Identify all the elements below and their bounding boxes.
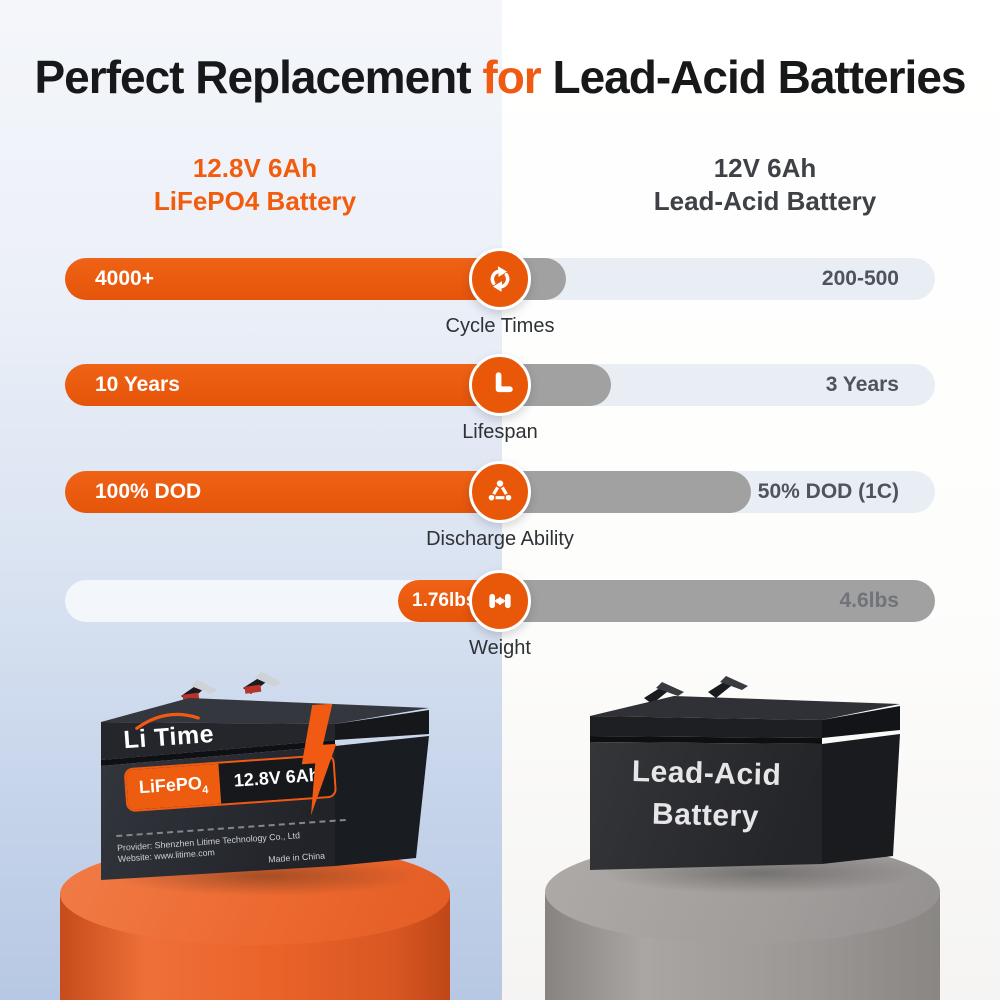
- lifespan-icon-badge: [469, 354, 531, 416]
- title-part1: Perfect Replacement: [34, 51, 483, 103]
- title-highlight: for: [482, 51, 541, 103]
- lifepo4-bar: 10 Years: [65, 364, 515, 406]
- litime-logo: Li Time: [123, 720, 215, 755]
- row-label-lifespan: Lifespan: [462, 421, 538, 443]
- row-label-weight: Weight: [469, 637, 531, 659]
- column-header-lifepo4: 12.8V 6Ah LiFePO4 Battery: [65, 152, 445, 218]
- lifepo4-bar: 4000+: [65, 258, 515, 300]
- comparison-row-lifespan: 10 Years 3 Years Lifespan: [65, 354, 935, 443]
- lead-acid-battery-label: Lead-Acid Battery: [587, 750, 825, 840]
- weight-icon-badge: [469, 570, 531, 632]
- lifepo4-header-line1: 12.8V 6Ah: [192, 153, 318, 183]
- lead-acid-header-line1: 12V 6Ah: [713, 153, 817, 183]
- logo-time: Time: [153, 719, 215, 753]
- lightning-bolt-icon: [301, 703, 337, 816]
- page-title: Perfect Replacement for Lead-Acid Batter…: [0, 50, 1000, 104]
- lead-acid-label-line1: Lead-Acid: [631, 755, 782, 792]
- lead-acid-value: 3 Years: [825, 373, 899, 396]
- battery-terminals: [181, 672, 281, 702]
- litime-logo-swoosh-icon: [135, 712, 200, 730]
- lead-acid-value: 4.6lbs: [839, 589, 899, 612]
- comparison-row-cycle-times: 4000+ 200-500 Cycle Times: [65, 248, 935, 337]
- refresh-icon: [490, 266, 510, 292]
- lifepo4-bar: 100% DOD: [65, 471, 515, 513]
- battery-terminals: [644, 676, 748, 704]
- logo-li: Li: [122, 724, 148, 755]
- cycle-times-icon-badge: [469, 248, 531, 310]
- row-label-cycle-times: Cycle Times: [445, 315, 555, 337]
- lifepo4-battery-label: Li Time LiFePO4 12.8V 6Ah Provider: Shen…: [98, 700, 374, 878]
- molecule-icon: [487, 478, 513, 502]
- lead-acid-header-line2: Lead-Acid Battery: [653, 186, 877, 216]
- lead-acid-label-line2: Battery: [651, 797, 760, 834]
- lead-acid-battery-illustration: [590, 676, 900, 870]
- column-header-lead-acid: 12V 6Ah Lead-Acid Battery: [575, 152, 955, 218]
- discharge-icon-badge: [469, 461, 531, 523]
- comparison-row-weight: 1.76lbs 4.6lbs Weight: [65, 570, 935, 659]
- chemistry-label: LiFePO4: [125, 763, 222, 810]
- clock-icon: [495, 372, 513, 393]
- lifepo4-header-line2: LiFePO4 Battery: [153, 186, 357, 216]
- row-label-discharge: Discharge Ability: [426, 528, 574, 550]
- title-part2: Lead-Acid Batteries: [540, 51, 966, 103]
- lead-acid-value: 50% DOD (1C): [757, 480, 899, 503]
- dumbbell-icon: [489, 593, 511, 609]
- lead-acid-bar: [485, 580, 935, 622]
- comparison-row-discharge: 100% DOD 50% DOD (1C) Discharge Ability: [65, 461, 935, 550]
- lead-acid-value: 200-500: [821, 267, 899, 290]
